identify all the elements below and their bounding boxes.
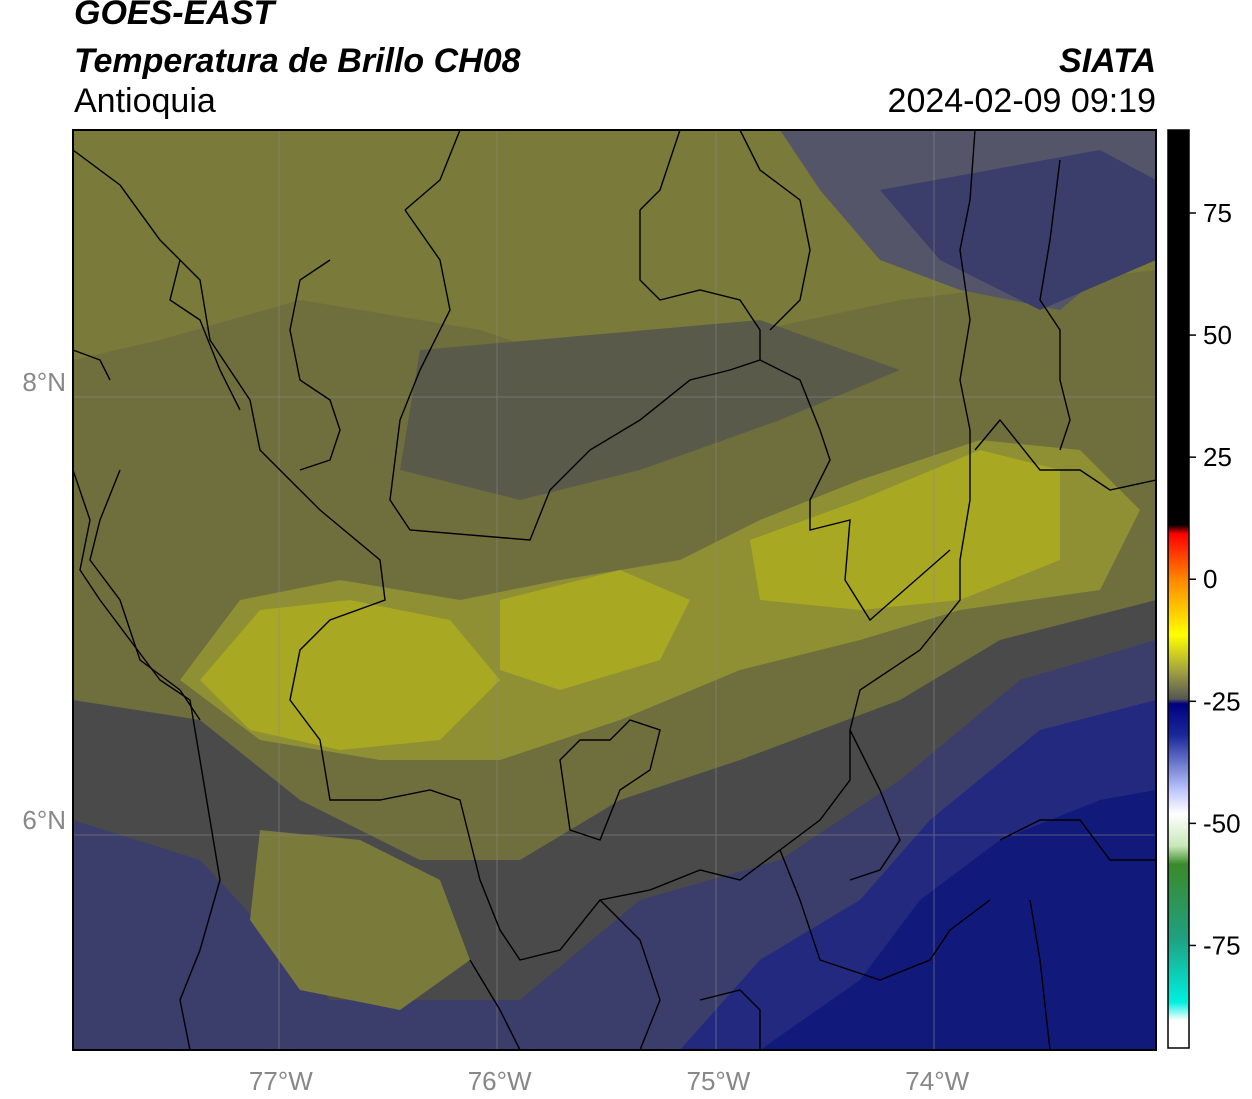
region-label: Antioquia	[74, 82, 216, 120]
satellite-title: GOES-EAST	[74, 0, 275, 32]
x-tick-label: 77°W	[249, 1066, 313, 1096]
colorbar-tick-label: 0	[1203, 564, 1217, 594]
x-tick-label: 75°W	[686, 1066, 750, 1096]
colorbar-tick-labels: 75 50 25 0 -25 -50 -75	[1189, 198, 1241, 960]
colorbar-tick-label: -25	[1203, 686, 1241, 716]
x-tick-labels: 77°W 76°W 75°W 74°W	[249, 1066, 970, 1096]
x-tick-label: 74°W	[905, 1066, 969, 1096]
temperature-field	[73, 130, 1156, 1050]
map-frame	[72, 129, 1157, 1051]
organization-label: SIATA	[1059, 42, 1156, 80]
colorbar-tick-label: -75	[1203, 930, 1241, 960]
y-tick-labels: 8°N 6°N	[22, 367, 66, 835]
colorbar-tick-label: 75	[1203, 198, 1232, 228]
boundary-lines	[73, 130, 1156, 1050]
timestamp-label: 2024-02-09 09:19	[887, 82, 1156, 120]
product-title: Temperatura de Brillo CH08	[74, 42, 521, 80]
gridlines	[73, 130, 1156, 1050]
x-tick-label: 76°W	[468, 1066, 532, 1096]
colorbar-tick-label: -50	[1203, 808, 1241, 838]
colorbar-tick-label: 25	[1203, 442, 1232, 472]
colorbar	[1167, 129, 1190, 1049]
colorbar-tick-label: 50	[1203, 320, 1232, 350]
y-tick-label: 6°N	[22, 805, 66, 835]
y-tick-label: 8°N	[22, 367, 66, 397]
